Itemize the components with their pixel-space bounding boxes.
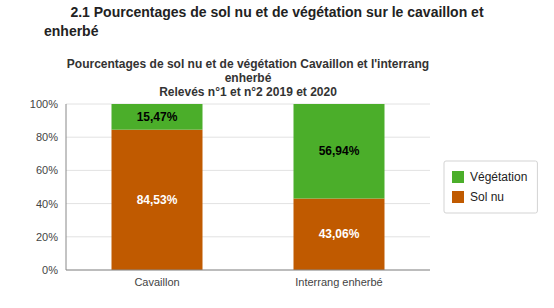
bar-segment bbox=[294, 199, 385, 270]
y-tick-label: 60% bbox=[36, 164, 58, 176]
subtitle: enherbé bbox=[225, 71, 272, 85]
y-axis: 0% 20% 40% 60% 80% 100% bbox=[30, 98, 430, 276]
x-axis: Cavaillon Interrang enherbé bbox=[134, 276, 382, 288]
subtitle: Relevés n°1 et n°2 2019 et 2020 bbox=[159, 85, 337, 99]
y-tick-label: 100% bbox=[30, 98, 58, 110]
bar-segment bbox=[112, 130, 203, 270]
legend: Végétation Sol nu bbox=[444, 161, 537, 213]
bar-segment bbox=[112, 104, 203, 130]
legend-entry: Végétation bbox=[470, 170, 527, 184]
y-tick-label: 20% bbox=[36, 231, 58, 243]
title: 2.1 Pourcentages de sol nu et de végétat… bbox=[70, 4, 483, 20]
y-axis-line bbox=[66, 104, 67, 270]
bars bbox=[112, 104, 385, 270]
legend-swatch bbox=[452, 171, 464, 183]
data-label: 15,47% bbox=[137, 110, 178, 124]
subtitle: Pourcentages de sol nu et de végétation … bbox=[67, 57, 429, 71]
legend-swatch bbox=[452, 191, 464, 203]
grid-line bbox=[66, 270, 430, 271]
x-tick-label: Interrang enherbé bbox=[295, 276, 382, 288]
legend-entry: Sol nu bbox=[470, 190, 504, 204]
data-label: 84,53% bbox=[137, 193, 178, 207]
y-tick-label: 80% bbox=[36, 131, 58, 143]
chart-svg: 2.1 Pourcentages de sol nu et de végétat… bbox=[0, 0, 554, 308]
x-axis-line bbox=[66, 270, 430, 271]
data-labels: 84,53% 15,47% 43,06% 56,94% bbox=[137, 110, 360, 241]
x-tick-label: Cavaillon bbox=[134, 276, 179, 288]
background bbox=[0, 0, 554, 308]
y-tick-label: 0% bbox=[42, 264, 58, 276]
legend-box bbox=[444, 161, 537, 213]
data-label: 56,94% bbox=[319, 144, 360, 158]
y-tick-label: 40% bbox=[36, 198, 58, 210]
chart-container: 2.1 Pourcentages de sol nu et de végétat… bbox=[0, 0, 554, 308]
bar-segment bbox=[294, 104, 385, 199]
title: enherbé bbox=[44, 23, 99, 39]
data-label: 43,06% bbox=[319, 227, 360, 241]
